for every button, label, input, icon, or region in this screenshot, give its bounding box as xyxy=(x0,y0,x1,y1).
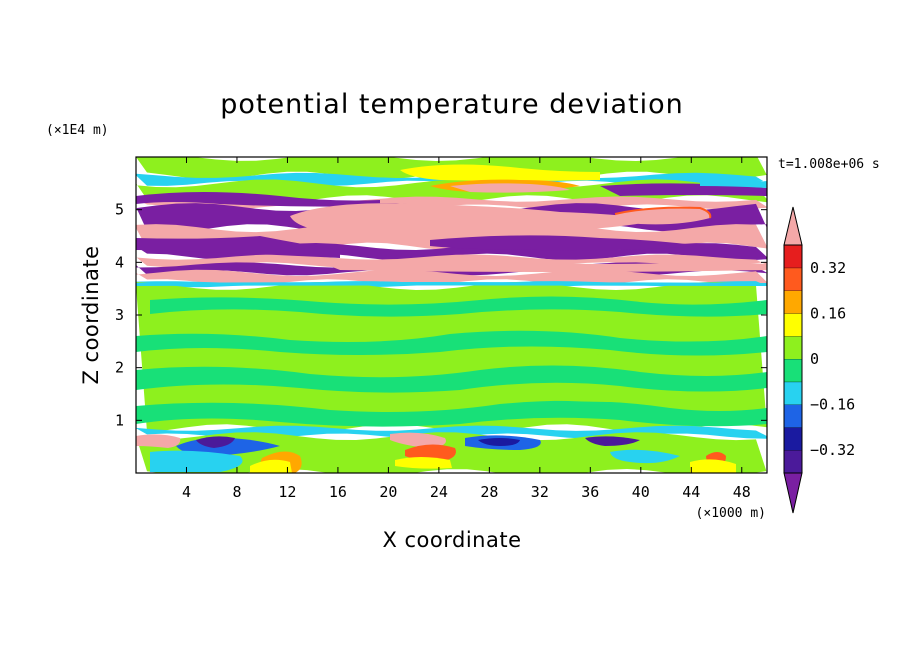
x-tick-label: 32 xyxy=(531,483,549,501)
colorbar-bin xyxy=(784,404,802,428)
surface-navy-mid xyxy=(478,438,520,446)
colorbar-bin xyxy=(784,290,802,314)
colorbar-tick-label: 0 xyxy=(810,350,819,368)
mid-lime-patch-2 xyxy=(520,317,740,331)
upper-violet-left xyxy=(136,192,380,207)
x-tick-label: 12 xyxy=(278,483,296,501)
colorbar-tick-label: 0.16 xyxy=(810,304,846,322)
upper-violet-strip xyxy=(600,183,767,196)
pink-lens-right xyxy=(615,207,711,225)
surface-violet-right xyxy=(585,436,640,446)
surface-yellow-right xyxy=(690,459,736,473)
upper-pink-patch xyxy=(450,183,570,193)
mid-green-patch-1 xyxy=(150,296,767,317)
surface-yellow-1 xyxy=(250,459,292,473)
colorbar-tick-labels: 0.32 0.16 0 −0.16 −0.32 xyxy=(810,259,855,459)
colorbar-extend-high xyxy=(783,206,803,246)
contour-features xyxy=(136,164,767,473)
time-label: t=1.008e+06 s xyxy=(778,157,880,172)
x-axis-ticks xyxy=(185,157,743,473)
cyan-thin-line xyxy=(136,282,767,286)
y-tick-label: 5 xyxy=(115,201,124,219)
colorbar-bin xyxy=(784,336,802,359)
pink-lens-rim xyxy=(614,206,712,219)
colorbar-extend-low xyxy=(783,472,803,514)
surface-cyan-right xyxy=(610,449,680,464)
violet-tongue-mid xyxy=(430,235,700,251)
surface-pink-left xyxy=(136,434,181,448)
contour-field xyxy=(136,157,767,473)
x-tick-label: 36 xyxy=(581,483,599,501)
y-axis-unit: (×1E4 m) xyxy=(46,123,109,138)
contour-band xyxy=(136,269,767,286)
colorbar-tick-label: 0.32 xyxy=(810,259,846,277)
y-tick-label: 4 xyxy=(115,253,124,271)
y-tick-label: 1 xyxy=(115,411,124,429)
colorbar-bin xyxy=(784,359,802,382)
mid-lime-patch-3 xyxy=(160,353,320,365)
mid-lime-patch-5 xyxy=(240,391,420,403)
y-axis-label: Z coordinate xyxy=(79,245,103,384)
x-tick-label: 20 xyxy=(379,483,397,501)
colorbar-bin xyxy=(784,313,802,337)
pink-lens xyxy=(290,203,660,233)
y-axis-tick-labels: 1 2 3 4 5 xyxy=(115,201,124,430)
x-tick-label: 24 xyxy=(430,483,448,501)
violet-tongue-left xyxy=(136,236,340,258)
x-tick-label: 16 xyxy=(329,483,347,501)
x-tick-label: 44 xyxy=(682,483,700,501)
y-tick-label: 2 xyxy=(115,359,124,377)
surface-yellow-mid xyxy=(395,457,452,469)
colorbar-frame xyxy=(783,244,803,474)
x-tick-label: 28 xyxy=(480,483,498,501)
x-axis-label: X coordinate xyxy=(382,528,521,552)
mid-lime-patch-4 xyxy=(470,353,650,365)
colorbar-tick-label: −0.32 xyxy=(810,441,855,459)
colorbar-bin xyxy=(784,245,802,268)
mid-lime-patch-1 xyxy=(200,319,400,333)
colorbar xyxy=(783,206,803,514)
x-axis-unit: (×1000 m) xyxy=(696,506,766,521)
upper-cyan-strip xyxy=(700,178,767,188)
y-axis-ticks xyxy=(136,209,767,421)
x-tick-label: 48 xyxy=(733,483,751,501)
colorbar-bin xyxy=(784,381,802,405)
surface-violet-left xyxy=(196,436,235,448)
surface-pink-mid xyxy=(390,432,446,448)
surface-cyan-left xyxy=(150,450,243,472)
x-tick-label: 40 xyxy=(632,483,650,501)
upper-yellow-patch xyxy=(400,164,600,181)
y-tick-label: 3 xyxy=(115,306,124,324)
colorbar-tick-label: −0.16 xyxy=(810,396,855,414)
x-tick-label: 8 xyxy=(232,483,241,501)
chart-title: potential temperature deviation xyxy=(220,89,683,120)
mid-lime-patch-6 xyxy=(540,391,720,403)
colorbar-bin xyxy=(784,427,802,451)
pink-strip-lower xyxy=(320,259,767,272)
colorbar-bin xyxy=(784,267,802,291)
x-tick-label: 4 xyxy=(182,483,191,501)
colorbar-bin xyxy=(784,450,802,473)
mid-green-patch-2 xyxy=(136,330,767,356)
mid-green-patch-4 xyxy=(136,400,767,427)
mid-green-patch-3 xyxy=(136,365,767,393)
x-axis-tick-labels: 4 8 12 16 20 24 28 32 36 40 44 48 xyxy=(182,483,751,501)
